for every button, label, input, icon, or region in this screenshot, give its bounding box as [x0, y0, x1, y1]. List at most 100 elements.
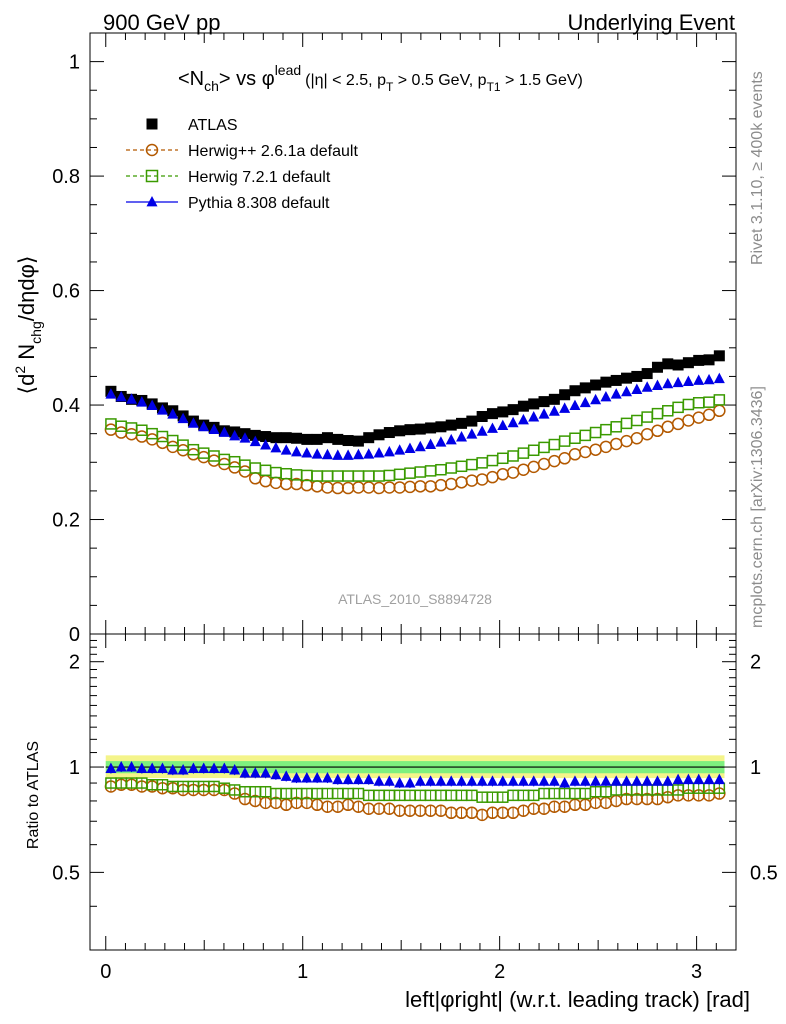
point-herwig-7-2-1-default — [610, 421, 622, 433]
point-herwig-7-2-1-default — [445, 462, 457, 474]
point-atlas — [321, 432, 333, 444]
point-atlas — [693, 354, 705, 366]
point-pythia-8-308-default — [517, 413, 529, 425]
point-pythia-8-308-default — [528, 411, 540, 422]
point-atlas — [352, 435, 364, 447]
ratio-point-pythia-8-308-default — [146, 762, 158, 773]
point-atlas — [517, 400, 529, 412]
point-pythia-8-308-default — [363, 448, 375, 459]
point-herwig-2-6-1a-default — [692, 411, 705, 424]
ratio-point-pythia-8-308-default — [208, 762, 220, 773]
point-herwig-7-2-1-default — [538, 441, 550, 454]
point-herwig-2-6-1a-default — [331, 481, 345, 495]
point-herwig-7-2-1-default — [156, 430, 169, 443]
point-herwig-2-6-1a-default — [352, 481, 365, 494]
point-herwig-7-2-1-default — [548, 438, 561, 451]
legend-marker — [146, 118, 158, 130]
point-pythia-8-308-default — [672, 376, 684, 388]
ratio-series-pythia-8-308-default — [105, 760, 725, 789]
ratio-point-pythia-8-308-default — [538, 775, 550, 786]
point-pythia-8-308-default — [249, 435, 261, 447]
point-pythia-8-308-default — [239, 432, 251, 443]
point-atlas — [497, 406, 509, 418]
point-herwig-2-6-1a-default — [517, 463, 530, 476]
ratio-point-pythia-8-308-default — [445, 775, 457, 786]
point-pythia-8-308-default — [394, 444, 406, 455]
point-herwig-2-6-1a-default — [125, 427, 138, 441]
point-herwig-2-6-1a-default — [372, 481, 386, 495]
analysis-watermark: ATLAS_2010_S8894728 — [338, 591, 492, 607]
point-pythia-8-308-default — [198, 420, 210, 432]
ratio-point-pythia-8-308-default — [332, 773, 344, 785]
ratio-point-pythia-8-308-default — [280, 770, 292, 781]
point-herwig-2-6-1a-default — [651, 424, 664, 438]
ratio-point-pythia-8-308-default — [693, 773, 705, 785]
point-pythia-8-308-default — [651, 379, 663, 390]
ratio-point-pythia-8-308-default — [198, 762, 210, 773]
ratio-point-pythia-8-308-default — [167, 764, 179, 775]
point-pythia-8-308-default — [229, 429, 241, 441]
ratio-ylabel: Ratio to ATLAS — [25, 741, 42, 849]
ratio-point-pythia-8-308-default — [187, 762, 199, 773]
point-herwig-2-6-1a-default — [393, 481, 406, 494]
point-atlas — [363, 432, 375, 444]
ratio-point-pythia-8-308-default — [497, 775, 509, 786]
point-atlas — [291, 432, 303, 444]
main-ylabel: ⟨d2 Nchg/dηdφ⟩ — [12, 256, 44, 395]
point-herwig-7-2-1-default — [517, 447, 530, 459]
point-herwig-2-6-1a-default — [238, 465, 252, 478]
legend-label: ATLAS — [188, 117, 238, 134]
point-pythia-8-308-default — [260, 439, 272, 450]
point-atlas — [631, 370, 643, 382]
ratio-point-pythia-8-308-default — [414, 775, 426, 786]
point-herwig-2-6-1a-default — [702, 408, 716, 422]
point-herwig-7-2-1-default — [682, 398, 695, 411]
point-atlas — [404, 424, 416, 436]
point-herwig-7-2-1-default — [620, 417, 633, 430]
point-pythia-8-308-default — [321, 448, 333, 460]
point-herwig-2-6-1a-default — [434, 478, 448, 492]
ratio-axis-ticks: 0.5 0.5 1 1 2 2 0 1 2 3 — [52, 634, 778, 983]
point-herwig-7-2-1-default — [342, 470, 354, 482]
point-pythia-8-308-default — [662, 377, 674, 389]
ratio-panel: 0.5 0.5 1 1 2 2 0 1 2 3 Ratio to ATLAS left|φrigh… — [25, 633, 778, 1012]
point-pythia-8-308-default — [187, 417, 199, 428]
ratio-ytick-label: 0.5 — [52, 862, 80, 884]
point-atlas — [311, 433, 323, 445]
ratio-point-pythia-8-308-default — [363, 773, 375, 785]
point-pythia-8-308-default — [280, 444, 292, 455]
ratio-point-pythia-8-308-default — [476, 775, 488, 786]
ratio-bands — [105, 755, 725, 779]
point-pythia-8-308-default — [497, 419, 509, 431]
point-pythia-8-308-default — [332, 449, 344, 460]
point-pythia-8-308-default — [156, 404, 168, 415]
ratio-point-pythia-8-308-default — [631, 775, 643, 786]
point-pythia-8-308-default — [177, 412, 189, 424]
point-herwig-2-6-1a-default — [114, 426, 128, 439]
point-herwig-7-2-1-default — [270, 466, 282, 479]
main-ytick-label: 1 — [69, 52, 80, 74]
point-atlas — [280, 432, 292, 444]
ratio-point-pythia-8-308-default — [590, 775, 602, 786]
point-pythia-8-308-default — [105, 388, 117, 399]
ratio-point-pythia-8-308-default — [610, 775, 622, 786]
ratio-point-pythia-8-308-default — [517, 775, 529, 786]
point-atlas — [641, 368, 653, 380]
point-herwig-2-6-1a-default — [640, 427, 654, 441]
legend: ATLAS Herwig++ 2.6.1a default Herwig 7.2.1… — [126, 117, 358, 212]
point-herwig-7-2-1-default — [393, 468, 406, 481]
point-atlas — [610, 374, 622, 386]
point-pythia-8-308-default — [414, 440, 426, 452]
point-herwig-7-2-1-default — [507, 450, 519, 462]
point-pythia-8-308-default — [641, 381, 653, 392]
xtick-label: 0 — [100, 961, 111, 983]
point-atlas — [579, 382, 591, 394]
point-herwig-7-2-1-default — [167, 434, 179, 447]
xtick-label: 1 — [297, 961, 308, 983]
point-atlas — [456, 417, 468, 429]
ratio-point-pythia-8-308-default — [662, 775, 674, 786]
main-ytick-label: 0.6 — [52, 281, 80, 303]
point-atlas — [662, 358, 674, 370]
ratio-point-pythia-8-308-default — [559, 777, 571, 788]
ratio-point-pythia-8-308-default — [311, 772, 323, 783]
